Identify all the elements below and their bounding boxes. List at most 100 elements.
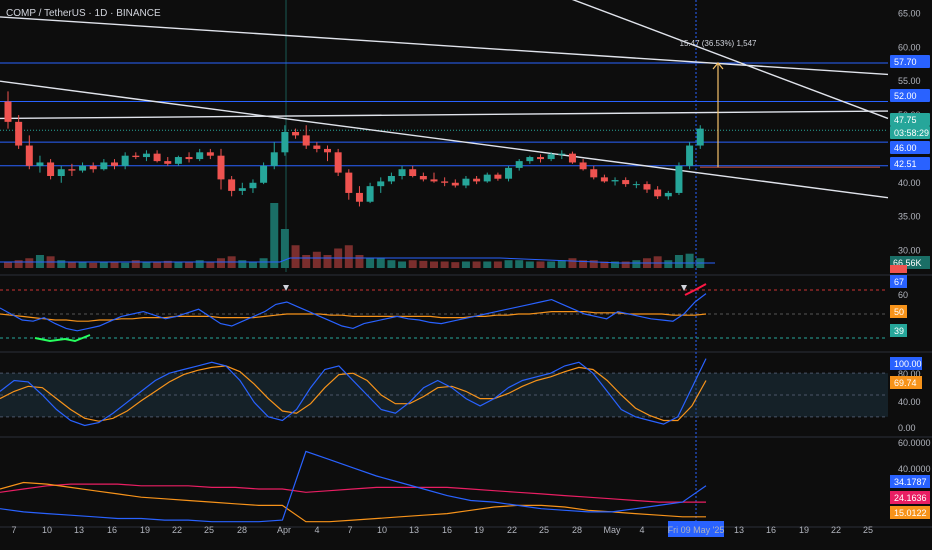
candle-body xyxy=(47,162,55,176)
price-tag-label: 52.00 xyxy=(894,91,917,101)
volume-bar xyxy=(536,261,545,268)
volume-bar xyxy=(387,260,396,268)
stoch-tag xyxy=(890,357,922,370)
volume-bar xyxy=(259,258,268,268)
candle-body xyxy=(100,162,108,170)
candle-body xyxy=(515,161,523,168)
x-tick-label: 13 xyxy=(734,525,744,535)
x-tick-label: 22 xyxy=(172,525,182,535)
price-tick-label: 40.00 xyxy=(898,178,921,188)
adx-tag-label: 34.1787 xyxy=(894,477,927,487)
volume-bar xyxy=(611,261,620,268)
volume-bar xyxy=(4,261,12,268)
candle-body xyxy=(324,148,331,153)
rsi-oversold-highlight xyxy=(34,334,91,343)
x-tick-label: 19 xyxy=(140,525,150,535)
volume-bar xyxy=(515,260,524,268)
volume-bar xyxy=(248,261,257,268)
rsi-tag-label: 67 xyxy=(894,277,904,287)
candle-body xyxy=(68,169,76,171)
candle-body xyxy=(483,174,491,182)
volume-bar xyxy=(408,260,417,268)
volume-bar xyxy=(440,261,449,268)
signal-marker xyxy=(681,285,687,291)
signal-marker xyxy=(283,285,289,291)
price-tag xyxy=(890,126,930,139)
price-tag xyxy=(890,113,930,126)
trend-line xyxy=(0,16,889,76)
candle-body xyxy=(377,181,385,187)
candle-body xyxy=(409,169,417,176)
candle-body xyxy=(57,169,65,176)
volume-bar xyxy=(89,262,98,268)
volume-bar xyxy=(355,255,364,268)
price-tag-label: 42.51 xyxy=(894,159,917,169)
candle-body xyxy=(547,154,555,160)
volume-bar xyxy=(185,261,194,268)
x-tick-label: 13 xyxy=(409,525,419,535)
volume-bar xyxy=(142,261,151,268)
volume-bar xyxy=(430,261,438,268)
candle-body xyxy=(473,178,481,182)
candle-body xyxy=(4,101,12,122)
volume-bar xyxy=(398,261,407,268)
candle-body xyxy=(196,152,204,160)
adx-tag xyxy=(890,475,930,488)
candle-body xyxy=(217,155,225,180)
candle-body xyxy=(643,184,651,190)
volume-bar xyxy=(195,260,204,268)
candle-body xyxy=(622,180,630,185)
volume-bar xyxy=(664,260,673,268)
candle-body xyxy=(632,184,640,186)
x-tick-label: 16 xyxy=(107,525,117,535)
stoch-tag-label: 69.74 xyxy=(894,378,917,388)
volume-bar xyxy=(483,261,492,268)
volume-bar xyxy=(291,245,300,268)
adx-tag-label: 24.1636 xyxy=(894,493,927,503)
volume-bar xyxy=(78,262,87,268)
trend-line xyxy=(0,80,889,199)
price-tick-label: 60.00 xyxy=(898,42,921,52)
volume-bar xyxy=(344,245,353,268)
candle-body xyxy=(398,169,406,176)
rsi-line xyxy=(0,293,707,332)
adx-tag xyxy=(890,491,930,504)
x-tick-label: 4 xyxy=(639,525,644,535)
stoch-tag xyxy=(890,376,922,389)
chart-title: COMP / TetherUS · 1D · BINANCE xyxy=(6,8,161,19)
price-tag xyxy=(890,157,930,170)
rsi-ma-line xyxy=(0,311,707,322)
candle-body xyxy=(600,177,608,182)
volume-bar xyxy=(110,262,119,268)
candle-body xyxy=(675,165,683,193)
stoch-tick-label: 0.00 xyxy=(898,423,916,433)
price-tag-label: 03:58:29 xyxy=(894,128,929,138)
rsi-tag xyxy=(890,275,907,288)
stoch-tag-label: 100.00 xyxy=(894,359,922,369)
stoch-tick-label: 40.00 xyxy=(898,397,921,407)
candle-body xyxy=(270,152,278,166)
x-tick-label: May xyxy=(603,525,621,535)
x-tick-label: 7 xyxy=(11,525,16,535)
candle-body xyxy=(79,165,87,171)
volume-tag-label: 66.56K xyxy=(893,258,922,268)
candle-body xyxy=(526,157,534,162)
volume-bar xyxy=(25,258,34,268)
plus-di-line xyxy=(0,450,707,523)
candle-body xyxy=(441,181,449,183)
candle-body xyxy=(366,186,374,202)
candle-body xyxy=(132,155,140,158)
adx-line xyxy=(0,483,706,503)
volume-ma-line xyxy=(0,257,715,264)
volume-bar xyxy=(419,260,428,268)
price-tag-label: 57.70 xyxy=(894,57,917,67)
volume-bar xyxy=(600,261,609,268)
candle-body xyxy=(249,182,257,189)
volume-bar xyxy=(312,251,321,268)
candle-body xyxy=(238,188,246,191)
candle-body xyxy=(334,152,342,173)
volume-bar xyxy=(280,229,289,268)
volume-bar xyxy=(461,261,470,268)
stoch-k-line xyxy=(0,358,707,427)
